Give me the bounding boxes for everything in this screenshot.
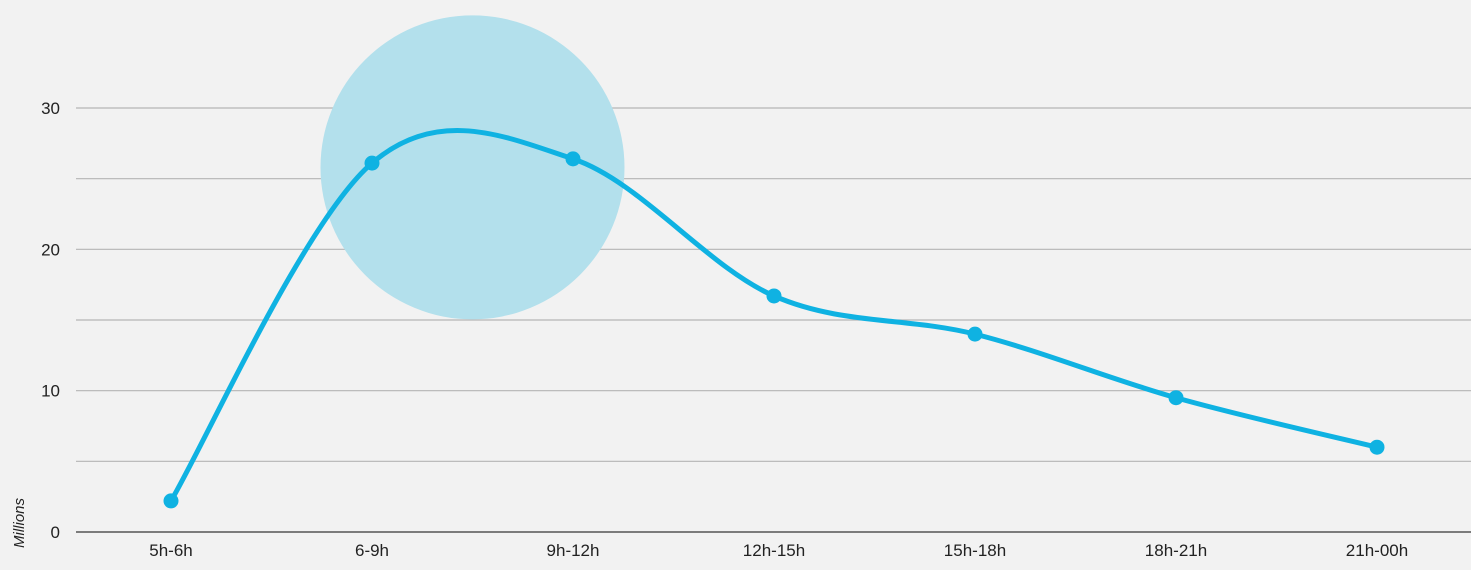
data-point (565, 151, 581, 167)
data-point (364, 155, 380, 171)
data-point (1369, 439, 1385, 455)
y-tick-label: 10 (41, 382, 60, 401)
y-tick-label: 0 (51, 523, 60, 542)
data-point (967, 326, 983, 342)
labels: Millions 0 10 20 30 5h-6h 6-9h 9h-12h 12h-15h 15… (11, 99, 1408, 560)
x-tick-label: 9h-12h (547, 541, 600, 560)
y-tick-label: 20 (41, 240, 60, 259)
y-axis-label: Millions (11, 497, 28, 548)
x-tick-label: 18h-21h (1145, 541, 1207, 560)
data-point (766, 288, 782, 304)
series-line (168, 128, 1380, 504)
x-tick-label: 15h-18h (944, 541, 1006, 560)
x-tick-label: 21h-00h (1346, 541, 1408, 560)
highlight-layer (320, 15, 625, 320)
data-point (1168, 390, 1184, 406)
x-tick-label: 5h-6h (149, 541, 192, 560)
x-tick-label: 6-9h (355, 541, 389, 560)
data-point (163, 493, 179, 509)
y-tick-label: 30 (41, 99, 60, 118)
series-layer (163, 128, 1385, 509)
x-tick-label: 12h-15h (743, 541, 805, 560)
highlight-circle (320, 15, 625, 320)
